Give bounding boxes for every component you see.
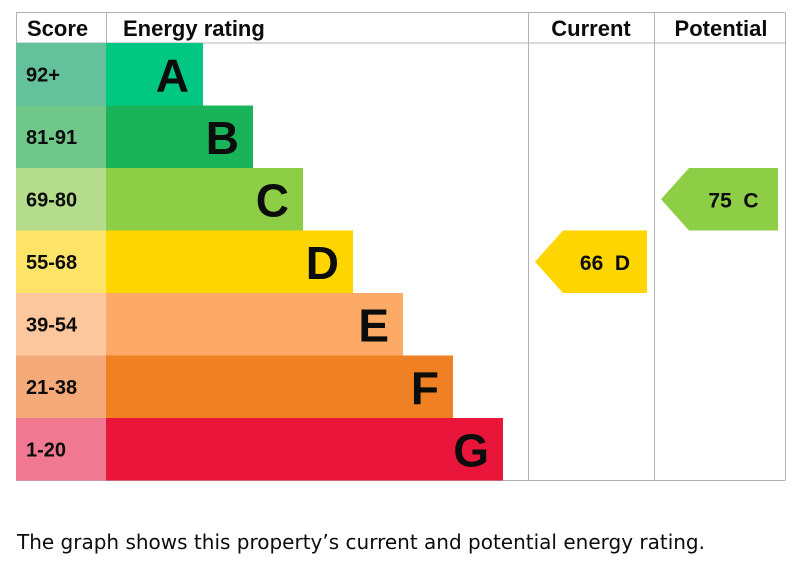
rating-arrows: 66 D 75 C xyxy=(535,168,778,293)
score-label-e: 39-54 xyxy=(26,314,78,336)
band-letter-c: C xyxy=(256,174,289,226)
band-bar-e xyxy=(106,293,403,356)
band-letter-f: F xyxy=(411,362,439,414)
rating-bands: 92+ A 81-91 B 69-80 C 55-68 D 39-54 E 21-38 F 1-20 G xyxy=(16,43,503,481)
energy-rating-chart: Score Energy rating Current Potential 92… xyxy=(16,12,786,481)
current-arrow xyxy=(535,230,647,293)
potential-arrow xyxy=(661,168,778,231)
band-letter-e: E xyxy=(358,299,389,351)
chart-caption: The graph shows this property’s current … xyxy=(17,530,705,554)
score-label-a: 92+ xyxy=(26,64,60,86)
band-bar-a xyxy=(106,43,203,106)
score-label-d: 55-68 xyxy=(26,252,77,274)
header-score: Score xyxy=(27,16,88,41)
header-current: Current xyxy=(551,16,631,41)
score-cell-d xyxy=(16,230,106,293)
band-bar-b xyxy=(106,105,253,168)
header-energy-rating: Energy rating xyxy=(123,16,265,41)
score-label-g: 1-20 xyxy=(26,439,66,461)
score-cell-b xyxy=(16,105,106,168)
band-bar-g xyxy=(106,418,503,481)
potential-arrow-label: 75 C xyxy=(708,189,758,212)
band-letter-b: B xyxy=(206,112,239,164)
score-cell-e xyxy=(16,293,106,356)
band-bar-d xyxy=(106,230,353,293)
score-cell-f xyxy=(16,355,106,418)
band-bar-c xyxy=(106,168,303,231)
header-potential: Potential xyxy=(675,16,768,41)
score-cell-g xyxy=(16,418,106,481)
band-bar-f xyxy=(106,355,453,418)
current-arrow-label: 66 D xyxy=(580,252,630,275)
score-cell-a xyxy=(16,43,106,106)
band-letter-d: D xyxy=(306,237,339,289)
band-letter-g: G xyxy=(453,424,489,476)
band-letter-a: A xyxy=(156,49,189,101)
score-label-b: 81-91 xyxy=(26,127,77,149)
score-cell-c xyxy=(16,168,106,231)
score-label-f: 21-38 xyxy=(26,377,77,399)
score-label-c: 69-80 xyxy=(26,189,77,211)
